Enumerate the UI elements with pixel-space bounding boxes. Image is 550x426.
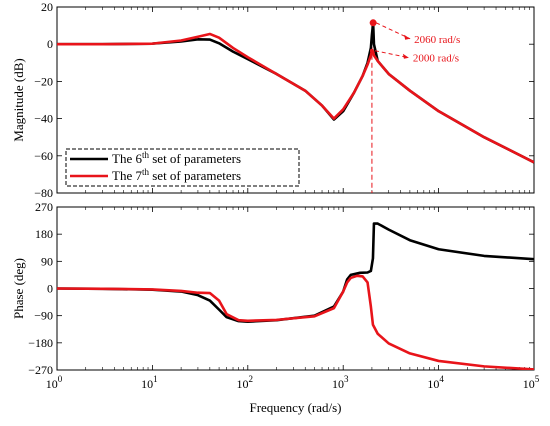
y-tick-label: −180 [28,336,53,350]
x-tick-label: 101 [141,374,158,391]
series-7th-parameters-line [57,32,534,164]
phase-panel: 270 180 90 0 −90 −180 −270 Phase (deg) 100 101 102… [11,200,540,415]
peak-marker [369,19,377,27]
x-axis-label: Frequency (rad/s) [249,400,341,415]
y-tick-label: 0 [47,282,53,296]
y-tick-label: −60 [34,149,53,163]
legend-entry-label: The 7th set of parameters [112,167,241,183]
series-7th-parameters-line [57,274,534,370]
annotation-arrow [374,50,410,59]
peak-marker [369,48,374,53]
magnitude-panel: 20 0 −20 −40 −60 −80 Magnitude (dB) 2060 rad/s 2… [11,0,535,200]
x-tick-label: 102 [237,374,253,391]
annotation-label: 2060 rad/s [414,34,460,46]
y-tick-label: 180 [35,227,53,241]
annotation-arrowhead [402,53,409,59]
axes-frame [56,6,535,194]
y-axis-label: Magnitude (dB) [11,58,26,141]
x-tick-label: 100 [46,374,63,391]
annotation-arrowhead [404,34,411,40]
y-axis-label: Phase (deg) [11,258,26,319]
legend-box [65,148,300,187]
y-tick-label: 0 [47,37,53,51]
y-tick-label: −270 [28,363,53,377]
legend-entry-label: The 6th set of parameters [112,150,241,166]
plot-area [57,222,534,370]
y-tick-label: −80 [34,186,53,200]
annotation-label: 2000 rad/s [413,53,459,65]
y-tick-label: −40 [34,112,53,126]
y-tick-label: 90 [41,254,53,268]
x-tick-label: 103 [332,374,349,391]
y-tick-label: −20 [34,74,53,88]
x-tick-label: 105 [523,374,540,391]
y-tick-label: 20 [41,0,53,14]
y-tick-label: 270 [35,200,53,214]
x-tick-label: 104 [427,374,444,391]
series-6th-parameters-line [57,222,534,323]
y-tick-label: −90 [34,309,53,323]
